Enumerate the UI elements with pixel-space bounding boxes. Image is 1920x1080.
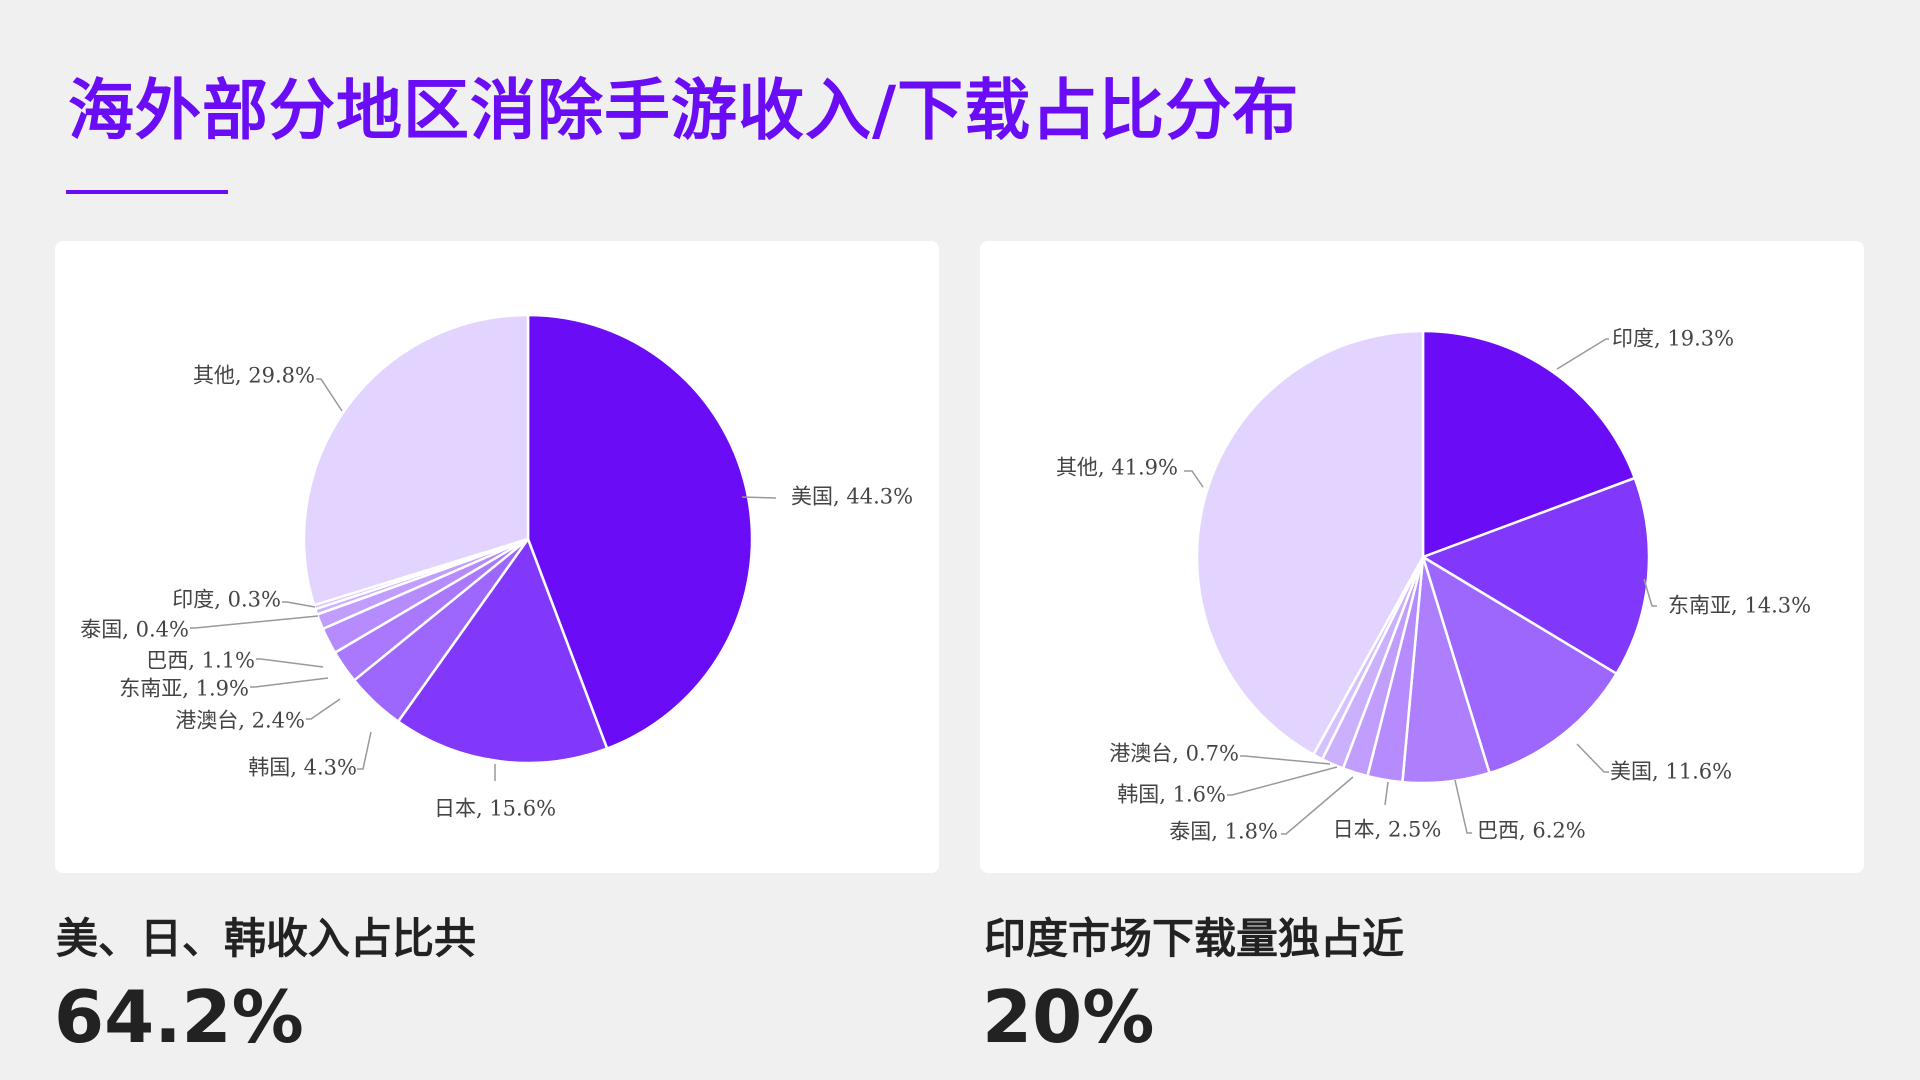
- slice-label-other: 其他, 29.8%: [193, 364, 315, 388]
- slice-label-korea: 韩国, 1.6%: [1117, 783, 1226, 807]
- leader-line-thailand: [190, 615, 319, 629]
- leader-line-us: [741, 496, 777, 499]
- leader-line-korea: [1227, 766, 1338, 796]
- slice-label-us: 美国, 11.6%: [1610, 760, 1732, 784]
- slice-label-india: 印度, 19.3%: [1612, 327, 1734, 351]
- slice-label-hk-macau-tw: 港澳台, 2.4%: [175, 709, 305, 733]
- slice-label-brazil: 巴西, 6.2%: [1477, 819, 1586, 843]
- revenue-pie-chart: 美国, 44.3% 日本, 15.6% 韩国, 4.3% 港澳台, 2.4% 东南亚, …: [80, 313, 913, 821]
- leader-line-brazil: [256, 658, 324, 668]
- slice-label-sea: 东南亚, 1.9%: [119, 677, 249, 701]
- revenue-caption: 美、日、韩收入占比共: [56, 914, 477, 963]
- title-underline: [66, 190, 228, 194]
- leader-line-hk-macau-tw: [1240, 755, 1331, 765]
- pie-slice-japan: [396, 536, 609, 765]
- download-pie-chart: 印度, 19.3% 东南亚, 14.3% 美国, 11.6% 巴西, 6.2% 日本, …: [1056, 327, 1811, 844]
- leader-line-sea: [1643, 578, 1657, 607]
- leader-line-other: [316, 378, 343, 412]
- slice-label-hk-macau-tw: 港澳台, 0.7%: [1109, 742, 1239, 766]
- leader-line-brazil: [1454, 779, 1472, 834]
- pie-slice-other: [302, 313, 530, 607]
- pie-slice-us: [526, 313, 754, 751]
- slice-label-japan: 日本, 15.6%: [434, 797, 556, 821]
- slice-label-us: 美国, 44.3%: [791, 485, 913, 509]
- slice-label-other: 其他, 41.9%: [1056, 456, 1178, 480]
- slice-label-thailand: 泰国, 1.8%: [1169, 820, 1278, 844]
- leader-line-india: [282, 601, 316, 608]
- pie-slice-us: [1420, 554, 1619, 775]
- slice-label-india: 印度, 0.3%: [172, 588, 281, 612]
- download-caption: 印度市场下载量独占近: [984, 914, 1405, 963]
- pie-slice-india: [1421, 329, 1637, 559]
- pie-slice-sea: [1420, 476, 1651, 676]
- slice-label-sea: 东南亚, 14.3%: [1668, 594, 1811, 618]
- slice-label-brazil: 巴西, 1.1%: [146, 649, 255, 673]
- leader-line-other: [1184, 470, 1204, 488]
- leader-line-sea: [250, 677, 329, 688]
- leader-line-india: [1556, 338, 1609, 370]
- download-pie-card: 印度, 19.3% 东南亚, 14.3% 美国, 11.6% 巴西, 6.2% 日本, …: [980, 241, 1864, 873]
- leader-line-us: [1576, 743, 1609, 773]
- leader-line-korea: [357, 731, 372, 770]
- page-title: 海外部分地区消除手游收入/下载占比分布: [68, 72, 1300, 149]
- leader-line-japan: [1384, 781, 1389, 806]
- slice-label-japan: 日本, 2.5%: [1333, 818, 1442, 842]
- leader-line-hk-macau-tw: [306, 698, 341, 720]
- slice-label-korea: 韩国, 4.3%: [248, 756, 357, 780]
- slice-label-thailand: 泰国, 0.4%: [80, 618, 189, 642]
- download-highlight-value: 20%: [982, 975, 1155, 1059]
- revenue-pie-card: 美国, 44.3% 日本, 15.6% 韩国, 4.3% 港澳台, 2.4% 东南亚, …: [55, 241, 939, 873]
- leader-line-thailand: [1281, 776, 1354, 835]
- pie-slice-other: [1195, 329, 1425, 757]
- revenue-highlight-value: 64.2%: [54, 975, 304, 1059]
